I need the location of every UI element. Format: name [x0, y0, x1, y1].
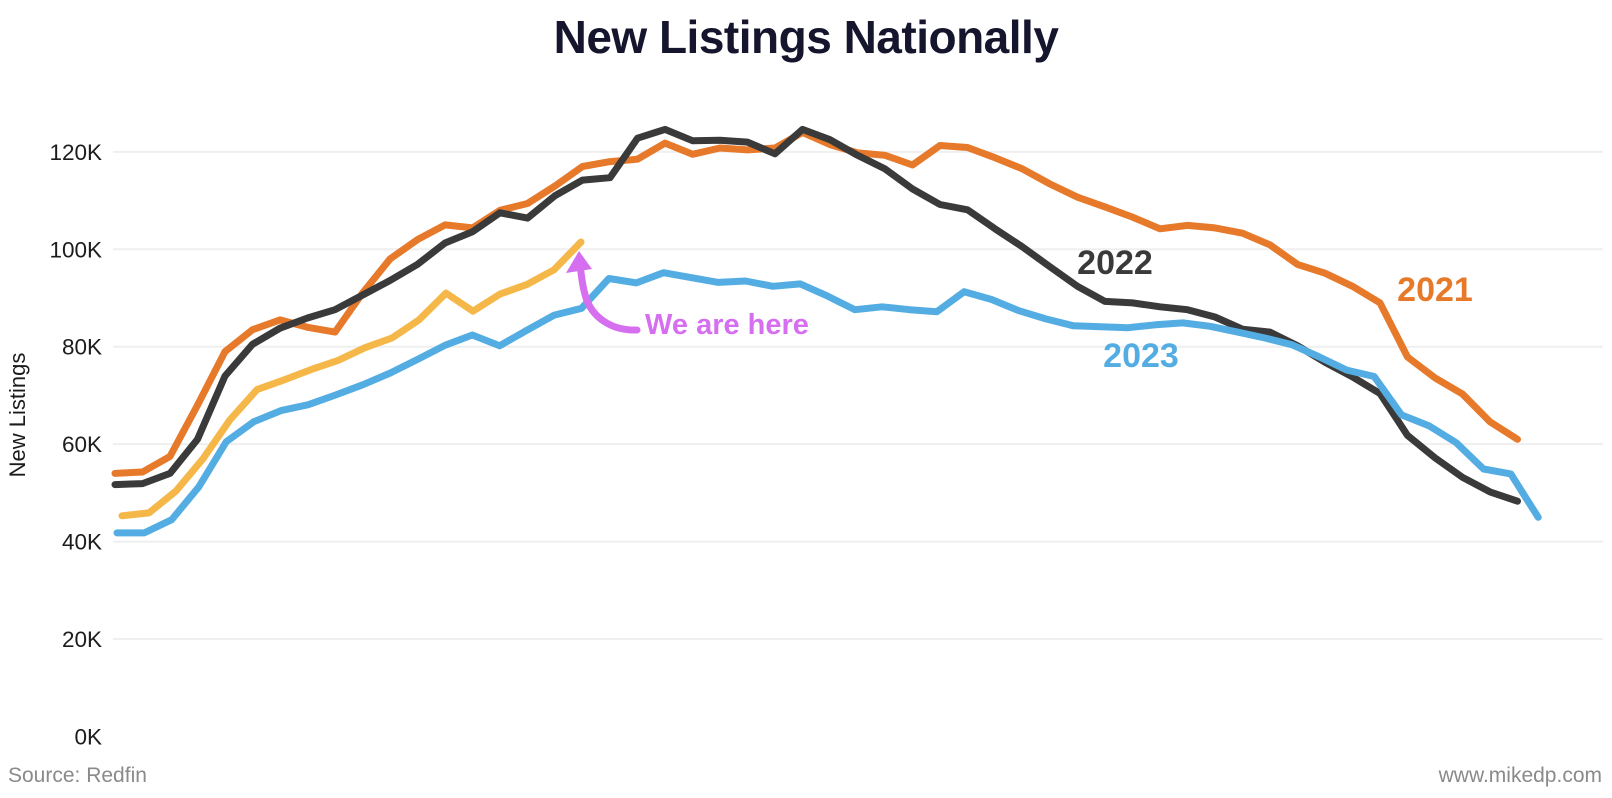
source-note: Source: Redfin	[8, 764, 147, 787]
series-label-2021: 2021	[1397, 271, 1473, 309]
chart-title: New Listings Nationally	[553, 11, 1059, 63]
series-line-2021	[111, 128, 1521, 477]
y-tick-label-40K: 40K	[62, 530, 102, 555]
y-tick-label-100K: 100K	[49, 237, 102, 262]
series-line-2023	[113, 269, 1542, 537]
series-line-2022	[111, 125, 1521, 505]
series-label-2023: 2023	[1103, 337, 1179, 375]
y-tick-label-80K: 80K	[62, 335, 102, 360]
y-axis-title: New Listings	[5, 353, 30, 478]
annotation-text: We are here	[645, 309, 809, 341]
y-tick-label-0K: 0K	[74, 725, 102, 750]
series-label-2022: 2022	[1077, 244, 1153, 282]
site-credit: www.mikedp.com	[1438, 764, 1602, 787]
y-tick-label-120K: 120K	[49, 140, 102, 165]
series-line-current-year-partial	[118, 238, 585, 520]
y-tick-label-60K: 60K	[62, 432, 102, 457]
y-tick-label-20K: 20K	[62, 627, 102, 652]
annotation-arrow	[576, 259, 641, 334]
annotation-arrowhead	[566, 251, 592, 273]
